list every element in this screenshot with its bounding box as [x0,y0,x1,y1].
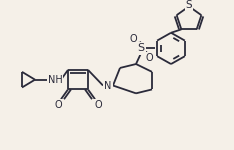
Text: O: O [145,53,153,63]
Text: S: S [137,43,145,53]
Text: O: O [54,100,62,110]
Text: N: N [104,81,112,90]
Text: O: O [129,34,137,44]
Text: NH: NH [48,75,62,85]
Text: S: S [186,0,192,10]
Text: O: O [94,100,102,110]
